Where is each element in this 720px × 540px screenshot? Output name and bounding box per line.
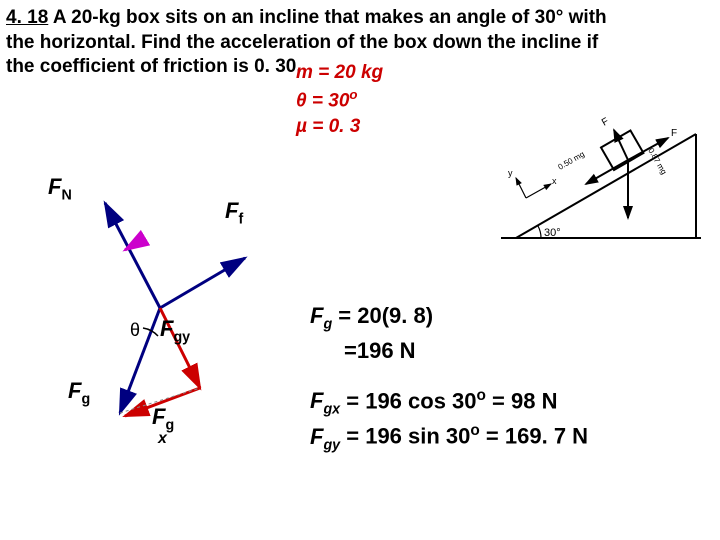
incline-x-label: x: [552, 176, 557, 186]
problem-line3: the coefficient of friction is 0. 30.: [6, 56, 302, 77]
given-values: m = 20 kg θ = 30o µ = 0. 3: [296, 60, 383, 139]
given-angle: θ = 30o: [296, 86, 383, 114]
problem-line1: A 20-kg box sits on an incline that make…: [48, 7, 606, 28]
calc-fgy: Fgy = 196 sin 30o = 169. 7 N: [310, 420, 588, 455]
label-fg-x: x: [158, 430, 167, 448]
problem-line2: the horizontal. Find the acceleration of…: [6, 32, 598, 53]
label-fg-bottom: Fg: [152, 404, 174, 433]
label-fgy: Fgy: [160, 316, 190, 345]
incline-mg1: 0.50 mg: [557, 149, 587, 171]
incline-angle-label: 30°: [544, 227, 561, 239]
incline-fn-label: F: [600, 116, 611, 129]
incline-y-label: y: [508, 168, 513, 178]
incline-ff-label: F: [671, 128, 677, 139]
problem-number: 4. 18: [6, 7, 48, 28]
incline-svg: x y 30° F F 0.50 mg 0.87 mg: [496, 98, 706, 248]
given-mu: µ = 0. 3: [296, 114, 383, 140]
label-ff: Ff: [225, 198, 243, 227]
free-body-diagram: FN Ff θ Fgy Fg Fg x: [30, 168, 290, 448]
calc-fg-result: =196 N: [310, 335, 588, 367]
calc-fg: Fg = 20(9. 8): [310, 300, 588, 335]
given-mass: m = 20 kg: [296, 60, 383, 86]
label-fg-left: Fg: [68, 378, 90, 407]
calc-fgx: Fgx = 196 cos 30o = 98 N: [310, 385, 588, 420]
calculations-block: Fg = 20(9. 8) =196 N Fgx = 196 cos 30o =…: [310, 300, 588, 456]
incline-sketch: x y 30° F F 0.50 mg 0.87 mg: [496, 98, 706, 248]
label-fn: FN: [48, 174, 72, 203]
label-theta: θ: [130, 320, 140, 341]
